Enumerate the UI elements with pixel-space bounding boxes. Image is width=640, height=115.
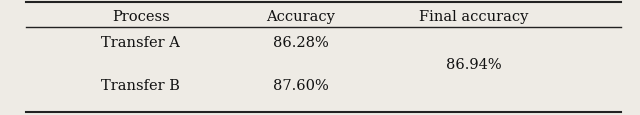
Text: Process: Process bbox=[112, 10, 170, 24]
Text: Transfer B: Transfer B bbox=[101, 78, 180, 92]
Text: Accuracy: Accuracy bbox=[266, 10, 335, 24]
Text: 87.60%: 87.60% bbox=[273, 78, 329, 92]
Text: Transfer A: Transfer A bbox=[101, 36, 180, 49]
Text: 86.94%: 86.94% bbox=[446, 58, 501, 71]
Text: Final accuracy: Final accuracy bbox=[419, 10, 528, 24]
Text: 86.28%: 86.28% bbox=[273, 36, 329, 49]
